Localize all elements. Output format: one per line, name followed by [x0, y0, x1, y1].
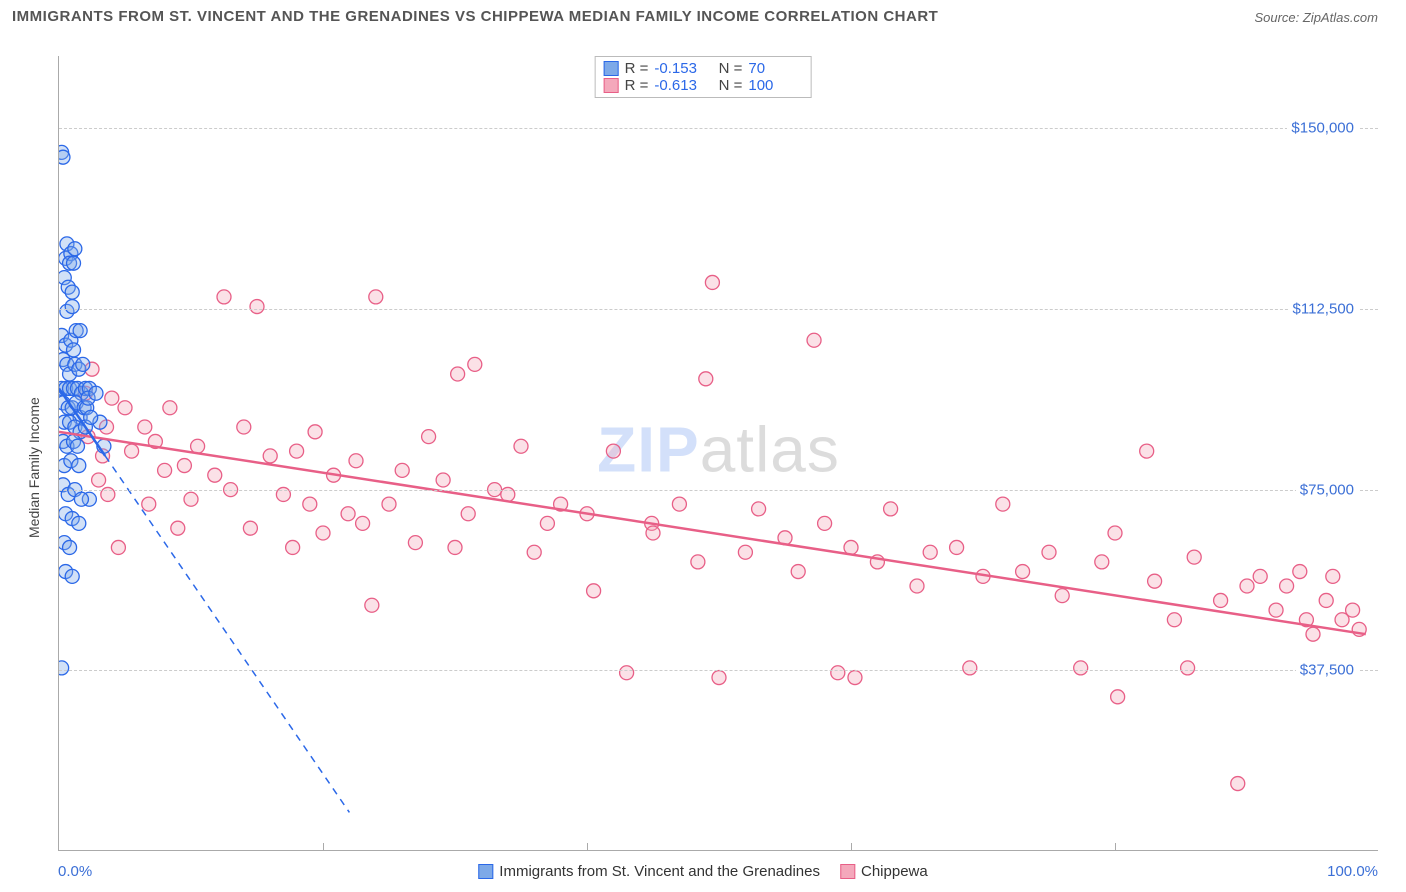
plot-svg	[59, 56, 1379, 851]
x-min-label: 0.0%	[58, 863, 92, 880]
source-label: Source: ZipAtlas.com	[1254, 10, 1378, 25]
r-label: R =	[625, 60, 649, 77]
y-axis-label: Median Family Income	[26, 397, 42, 538]
swatch-series-b	[604, 78, 619, 93]
r-value-a: -0.153	[654, 60, 708, 77]
swatch-series-a	[604, 61, 619, 76]
y-tick-label: $150,000	[1287, 120, 1358, 137]
y-tick-label: $37,500	[1296, 662, 1358, 679]
n-label: N =	[714, 77, 742, 94]
swatch-series-b	[840, 864, 855, 879]
n-value-a: 70	[748, 60, 802, 77]
r-label: R =	[625, 77, 649, 94]
x-max-label: 100.0%	[1327, 863, 1378, 880]
n-label: N =	[714, 60, 742, 77]
source-name: ZipAtlas.com	[1303, 10, 1378, 25]
scatter-plot: ZIPatlas $37,500$75,000$112,500$150,000	[58, 56, 1378, 851]
r-value-b: -0.613	[654, 77, 708, 94]
n-value-b: 100	[748, 77, 802, 94]
y-tick-label: $112,500	[1289, 300, 1358, 317]
swatch-series-a	[478, 864, 493, 879]
chart-title: IMMIGRANTS FROM ST. VINCENT AND THE GREN…	[12, 8, 938, 25]
correlation-legend: R = -0.153 N = 70 R = -0.613 N = 100	[595, 56, 812, 98]
series-legend: Immigrants from St. Vincent and the Gren…	[478, 863, 927, 880]
y-tick-label: $75,000	[1296, 481, 1358, 498]
series-b-label: Chippewa	[861, 863, 928, 880]
series-a-label: Immigrants from St. Vincent and the Gren…	[499, 863, 820, 880]
